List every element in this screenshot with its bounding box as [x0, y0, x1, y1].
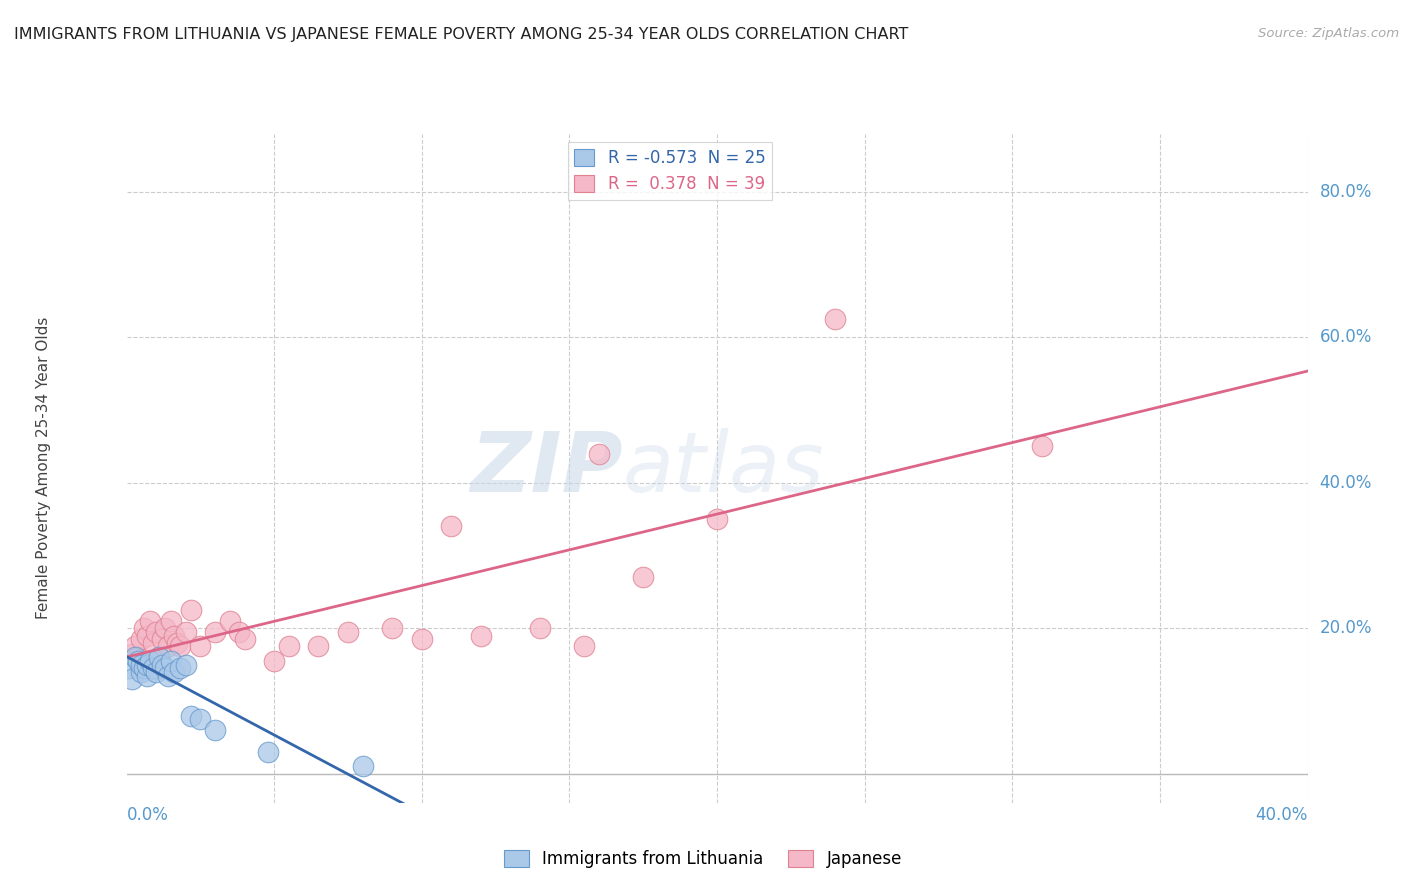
Point [124, 640, 146, 654]
Point [127, 654, 149, 668]
Point [263, 654, 285, 668]
Point [188, 640, 211, 654]
Point [163, 665, 186, 679]
Point [204, 723, 226, 737]
Point [153, 621, 176, 635]
Point [166, 636, 188, 650]
Point [129, 632, 153, 647]
Point [142, 636, 165, 650]
Text: 0.0%: 0.0% [127, 806, 169, 824]
Point [631, 570, 654, 584]
Point [228, 624, 250, 639]
Point [150, 657, 173, 672]
Text: Female Poverty Among 25-34 Year Olds: Female Poverty Among 25-34 Year Olds [37, 318, 52, 619]
Point [257, 745, 280, 759]
Point [139, 614, 162, 628]
Point [121, 672, 143, 686]
Point [352, 759, 374, 773]
Point [529, 621, 551, 635]
Text: IMMIGRANTS FROM LITHUANIA VS JAPANESE FEMALE POVERTY AMONG 25-34 YEAR OLDS CORRE: IMMIGRANTS FROM LITHUANIA VS JAPANESE FE… [14, 27, 908, 42]
Point [121, 647, 143, 661]
Point [233, 632, 256, 647]
Point [381, 621, 404, 635]
Point [136, 628, 159, 642]
Point [180, 708, 202, 723]
Point [129, 657, 153, 672]
Point [150, 632, 173, 647]
Point [588, 447, 610, 461]
Point [174, 657, 197, 672]
Point [278, 640, 301, 654]
Point [180, 603, 202, 617]
Text: 80.0%: 80.0% [1319, 183, 1372, 201]
Point [411, 632, 433, 647]
Point [136, 657, 159, 672]
Point [159, 614, 183, 628]
Point [307, 640, 329, 654]
Point [127, 650, 149, 665]
Point [204, 624, 226, 639]
Point [188, 712, 211, 726]
Point [139, 654, 162, 668]
Point [148, 650, 170, 665]
Text: 20.0%: 20.0% [1319, 619, 1372, 637]
Point [824, 312, 846, 326]
Text: Source: ZipAtlas.com: Source: ZipAtlas.com [1258, 27, 1399, 40]
Point [153, 661, 176, 675]
Point [142, 661, 165, 675]
Point [169, 661, 191, 675]
Text: 40.0%: 40.0% [1319, 474, 1372, 491]
Point [174, 624, 197, 639]
Point [1031, 440, 1053, 454]
Text: atlas: atlas [623, 428, 824, 508]
Point [118, 661, 141, 675]
Point [169, 640, 191, 654]
Point [156, 668, 179, 682]
Point [163, 628, 186, 642]
Point [219, 614, 242, 628]
Point [159, 654, 183, 668]
Legend: R = -0.573  N = 25, R =  0.378  N = 39: R = -0.573 N = 25, R = 0.378 N = 39 [568, 142, 772, 200]
Point [145, 624, 167, 639]
Point [706, 512, 728, 526]
Point [145, 665, 167, 679]
Point [124, 650, 146, 665]
Point [136, 668, 159, 682]
Point [134, 661, 156, 675]
Text: 40.0%: 40.0% [1256, 806, 1308, 824]
Point [148, 650, 170, 665]
Text: ZIP: ZIP [470, 428, 623, 508]
Point [574, 640, 596, 654]
Point [129, 665, 153, 679]
Point [470, 628, 492, 642]
Legend: Immigrants from Lithuania, Japanese: Immigrants from Lithuania, Japanese [498, 843, 908, 875]
Point [134, 621, 156, 635]
Point [440, 519, 463, 533]
Point [337, 624, 360, 639]
Point [156, 640, 179, 654]
Text: 60.0%: 60.0% [1319, 328, 1372, 346]
